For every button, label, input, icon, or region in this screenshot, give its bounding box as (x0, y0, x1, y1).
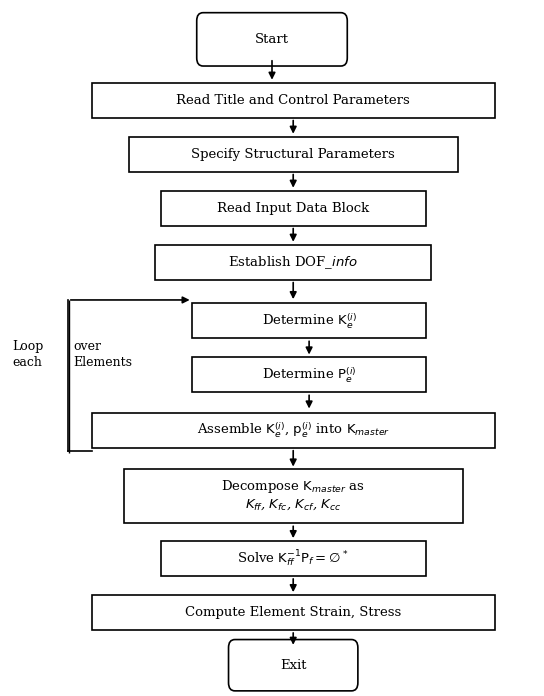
Text: Solve $\mathrm{K}_{ff}^{-1}\mathrm{P}_f = \varnothing^*$: Solve $\mathrm{K}_{ff}^{-1}\mathrm{P}_f … (238, 548, 349, 569)
Text: Start: Start (255, 33, 289, 46)
Text: Elements: Elements (73, 356, 132, 370)
FancyBboxPatch shape (92, 83, 494, 118)
FancyBboxPatch shape (193, 303, 426, 338)
FancyBboxPatch shape (92, 595, 494, 630)
Text: Specify Structural Parameters: Specify Structural Parameters (191, 148, 395, 161)
FancyBboxPatch shape (228, 640, 358, 691)
Text: Read Title and Control Parameters: Read Title and Control Parameters (176, 94, 410, 106)
Text: Read Input Data Block: Read Input Data Block (217, 202, 369, 214)
FancyBboxPatch shape (92, 413, 494, 448)
Text: Compute Element Strain, Stress: Compute Element Strain, Stress (185, 606, 401, 619)
FancyBboxPatch shape (129, 136, 458, 172)
Text: Exit: Exit (280, 658, 306, 672)
Text: Loop: Loop (13, 340, 44, 353)
Text: Determine $\mathrm{P}_e^{(i)}$: Determine $\mathrm{P}_e^{(i)}$ (262, 365, 356, 385)
FancyBboxPatch shape (197, 13, 347, 66)
FancyBboxPatch shape (160, 191, 426, 226)
FancyBboxPatch shape (123, 469, 463, 523)
FancyBboxPatch shape (160, 541, 426, 576)
Text: over: over (73, 340, 101, 353)
Text: $K_{ff}$, $K_{fc}$, $K_{cf}$, $K_{cc}$: $K_{ff}$, $K_{fc}$, $K_{cf}$, $K_{cc}$ (245, 498, 342, 512)
Text: Determine $\mathrm{K}_e^{(i)}$: Determine $\mathrm{K}_e^{(i)}$ (262, 311, 357, 331)
Text: Establish DOF_$\mathit{info}$: Establish DOF_$\mathit{info}$ (228, 254, 358, 271)
Text: each: each (13, 356, 42, 370)
Text: Decompose $\mathrm{K}_{master}$ as: Decompose $\mathrm{K}_{master}$ as (221, 477, 365, 495)
FancyBboxPatch shape (156, 244, 431, 280)
FancyBboxPatch shape (193, 357, 426, 393)
Text: Assemble $\mathrm{K}_e^{(i)}$, $\mathrm{p}_e^{(i)}$ into $\mathrm{K}_{master}$: Assemble $\mathrm{K}_e^{(i)}$, $\mathrm{… (197, 420, 390, 440)
